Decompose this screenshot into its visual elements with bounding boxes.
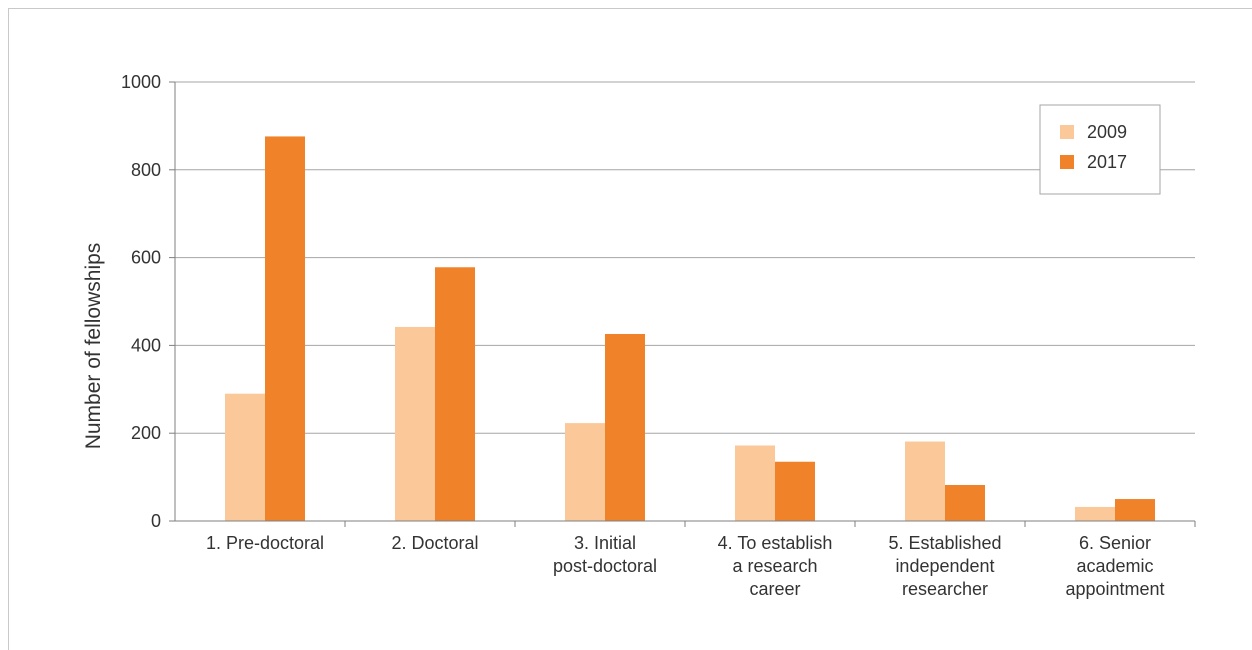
x-category-label: 4. To establish a research career bbox=[718, 533, 833, 599]
bar-2017-1 bbox=[265, 136, 305, 521]
bar-2017-5 bbox=[945, 485, 985, 521]
frame-border-top bbox=[8, 8, 1252, 9]
bar-2009-2 bbox=[395, 326, 435, 521]
legend-label-2017: 2017 bbox=[1087, 152, 1127, 172]
bar-2009-1 bbox=[225, 393, 265, 521]
x-category-labels: 1. Pre-doctoral 2. Doctoral 3. Initial post… bbox=[206, 533, 1165, 599]
x-category-label: 5. Established independent researcher bbox=[888, 533, 1001, 599]
x-category-label: 1. Pre-doctoral bbox=[206, 533, 324, 553]
x-category-label: 3. Initial post-doctoral bbox=[553, 533, 657, 576]
y-tick-label: 1000 bbox=[121, 72, 161, 92]
legend: 2009 2017 bbox=[1039, 104, 1161, 195]
frame-border-left bbox=[8, 8, 9, 650]
y-axis-label: Number of fellowships bbox=[82, 243, 105, 450]
grid-layer bbox=[175, 81, 1195, 434]
x-category-label: 2. Doctoral bbox=[391, 533, 478, 553]
y-tick-label: 200 bbox=[131, 423, 161, 443]
axes-layer bbox=[169, 81, 1196, 527]
legend-box bbox=[1039, 104, 1161, 195]
y-tick-label: 800 bbox=[131, 160, 161, 180]
bar-2009-4 bbox=[735, 445, 775, 521]
bar-2017-4 bbox=[775, 461, 815, 521]
bar-2009-5 bbox=[905, 441, 945, 521]
bar-2017-2 bbox=[435, 267, 475, 521]
legend-swatch-2009 bbox=[1060, 125, 1074, 139]
bars-layer bbox=[225, 136, 1155, 521]
y-tick-labels: 0 200 400 600 800 1000 bbox=[121, 72, 161, 531]
legend-label-2009: 2009 bbox=[1087, 122, 1127, 142]
bar-2009-3 bbox=[565, 423, 605, 521]
bar-2017-3 bbox=[605, 333, 645, 521]
legend-swatch-2017 bbox=[1060, 155, 1074, 169]
y-tick-label: 600 bbox=[131, 248, 161, 268]
y-tick-label: 0 bbox=[151, 511, 161, 531]
y-tick-label: 400 bbox=[131, 335, 161, 355]
bar-2009-6 bbox=[1075, 506, 1115, 521]
bar-2017-6 bbox=[1115, 499, 1155, 521]
x-category-label: 6. Senior academic appointment bbox=[1065, 533, 1164, 599]
